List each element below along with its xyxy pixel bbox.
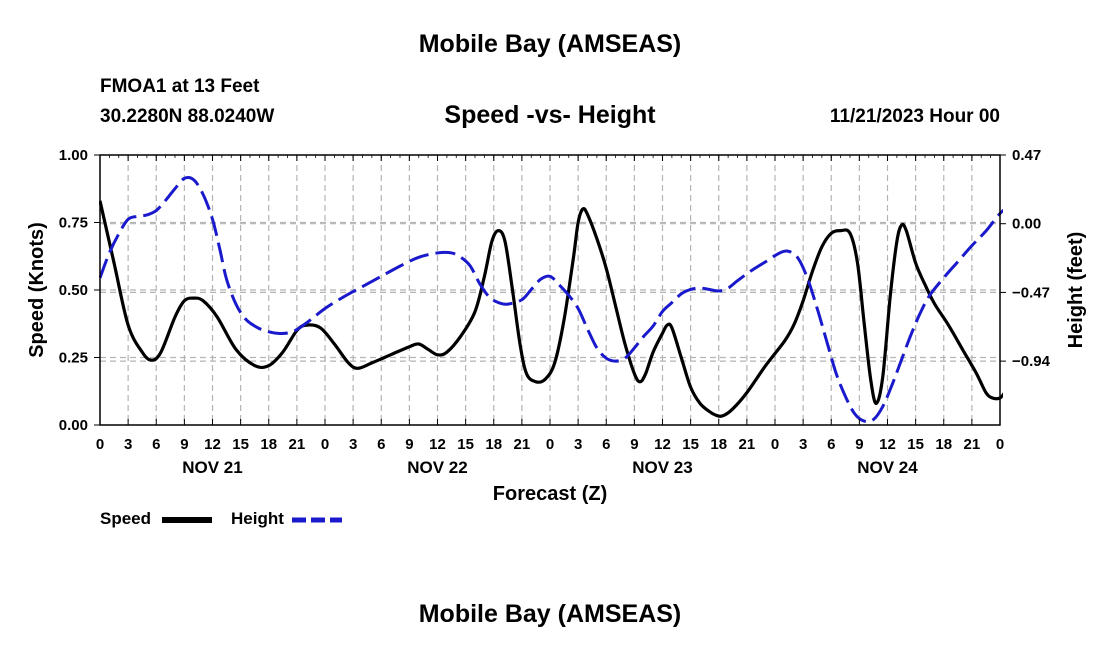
station-label: FMOA1 at 13 Feet: [100, 76, 260, 97]
x-tick-label: 6: [602, 436, 610, 453]
x-tick-label: 0: [321, 436, 329, 453]
x-tick-label: 21: [739, 436, 756, 453]
x-tick-label: 18: [260, 436, 277, 453]
legend-height-label: Height: [231, 509, 284, 528]
x-tick-label: 21: [964, 436, 981, 453]
x-tick-label: 15: [232, 436, 249, 453]
day-label: NOV 21: [182, 458, 242, 477]
x-tick-label: 3: [799, 436, 807, 453]
x-tick-label: 18: [935, 436, 952, 453]
legend-speed-label: Speed: [100, 509, 152, 528]
x-axis-title: Forecast (Z): [493, 483, 607, 505]
y-tick-label-left: 0.75: [59, 215, 88, 232]
x-tick-label: 9: [405, 436, 413, 453]
day-label: NOV 24: [857, 458, 918, 477]
x-tick-label: 3: [574, 436, 582, 453]
grid: [100, 155, 1000, 425]
x-tick-label: 9: [180, 436, 188, 453]
x-tick-label: 0: [546, 436, 554, 453]
y-tick-label-right: −0.94: [1012, 353, 1051, 370]
x-tick-label: 6: [152, 436, 160, 453]
x-tick-label: 0: [996, 436, 1004, 453]
chart-subtitle: Speed -vs- Height: [444, 101, 656, 129]
y-tick-label-left: 0.25: [59, 350, 88, 367]
chart-title: Mobile Bay (AMSEAS): [418, 30, 682, 58]
axes: 0 3 6 9 12 15 18 21 0 3 6 9 12 15 18 21 0 3 6 9 12 15 18 21 0 3 6 9…: [26, 147, 1087, 505]
x-tick-label: 12: [204, 436, 221, 453]
x-tick-label: 9: [855, 436, 863, 453]
y-tick-label-left: 1.00: [59, 147, 88, 164]
x-tick-label: 12: [654, 436, 671, 453]
y-tick-label-right: −0.47: [1012, 284, 1050, 301]
x-tick-label: 0: [771, 436, 779, 453]
x-tick-label: 0: [96, 436, 104, 453]
y-tick-label-right: 0.00: [1012, 216, 1041, 233]
x-tick-label: 3: [349, 436, 357, 453]
chart-title-repeat: Mobile Bay (AMSEAS): [418, 600, 682, 628]
y-axis-title-left: Speed (Knots): [26, 222, 48, 358]
x-tick-label: 6: [827, 436, 835, 453]
x-tick-label: 15: [907, 436, 924, 453]
x-tick-label: 18: [485, 436, 502, 453]
height-series-line: [99, 176, 1003, 424]
y-axis-title-right: Height (feet): [1065, 232, 1087, 349]
x-tick-label: 15: [682, 436, 699, 453]
x-tick-label: 12: [429, 436, 446, 453]
forecast-datetime: 11/21/2023 Hour 00: [829, 106, 1000, 127]
series-layer: [99, 176, 1003, 424]
station-coordinates: 30.2280N 88.0240W: [100, 106, 275, 127]
x-tick-label: 12: [879, 436, 896, 453]
x-tick-label: 21: [514, 436, 531, 453]
x-tick-label: 21: [289, 436, 306, 453]
x-tick-label: 15: [457, 436, 474, 453]
y-tick-label-left: 0.00: [59, 417, 88, 434]
x-tick-label: 3: [124, 436, 132, 453]
x-tick-label: 9: [630, 436, 638, 453]
day-label: NOV 22: [407, 458, 467, 477]
y-tick-label-left: 0.50: [59, 282, 88, 299]
y-tick-label-right: 0.47: [1012, 147, 1041, 164]
day-label: NOV 23: [632, 458, 692, 477]
x-tick-label: 18: [710, 436, 727, 453]
x-tick-label: 6: [377, 436, 385, 453]
speed-series-line: [99, 200, 1003, 418]
